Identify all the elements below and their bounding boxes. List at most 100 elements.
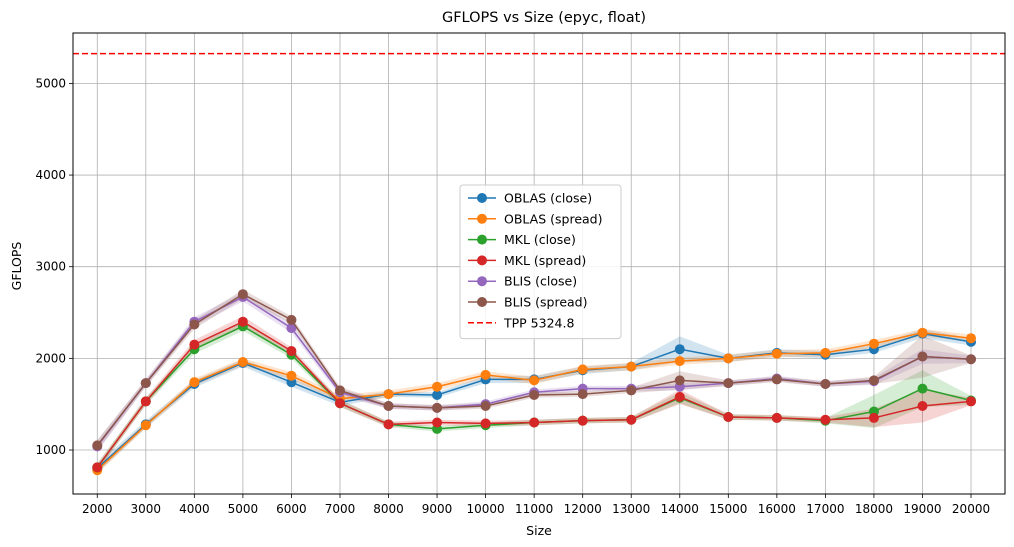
data-point [966,354,977,365]
plot-frame [72,32,1006,495]
x-tick-label: 13000 [612,502,650,516]
data-point [383,401,394,412]
data-point [432,402,443,413]
data-point [286,346,297,357]
legend-label: BLIS (spread) [504,295,587,310]
x-tick-label: 3000 [131,502,162,516]
data-point [674,391,685,402]
data-point [286,370,297,381]
data-point [237,357,248,368]
data-point [577,415,588,426]
data-point [480,369,491,380]
data-point [529,417,540,428]
series-lines [92,289,977,476]
x-tick-label: 14000 [661,502,699,516]
data-point [917,383,928,394]
chart-title: GFLOPS vs Size (epyc, float) [442,10,646,26]
legend-marker [477,276,487,287]
data-point [432,417,443,428]
data-point [383,389,394,400]
data-point [383,419,394,430]
x-tick-label: 15000 [709,502,747,516]
data-point [723,378,734,389]
data-point [868,375,879,386]
data-point [480,401,491,412]
data-point [868,338,879,349]
data-point [189,339,200,350]
data-point [723,353,734,364]
data-point [674,344,685,355]
data-point [480,418,491,429]
data-point [820,414,831,425]
data-point [966,396,977,407]
legend-marker [477,297,487,307]
data-point [577,364,588,375]
x-tick-label: 5000 [228,502,259,516]
data-point [966,333,977,344]
data-point [626,361,637,372]
x-tick-label: 19000 [903,502,941,516]
data-point [92,462,103,473]
legend: OBLAS (close) OBLAS (spread) MKL (close) MK… [459,184,622,340]
y-tick-label: 2000 [35,351,66,365]
series-band-1 [97,329,972,474]
data-point [626,414,637,425]
data-point [771,412,782,423]
legend-marker [477,213,487,224]
x-tick-label: 10000 [467,502,505,516]
legend-marker [477,255,487,266]
data-point [286,314,297,325]
data-point [334,385,345,396]
data-point [140,420,151,431]
data-point [189,319,200,330]
x-tick-label: 2000 [82,502,113,516]
x-tick-label: 18000 [855,502,893,516]
legend-label: BLIS (close) [504,274,577,289]
data-point [529,375,540,386]
data-point [723,412,734,423]
data-point [820,347,831,358]
x-tick-label: 12000 [564,502,602,516]
series-band-0 [97,329,972,473]
data-point [771,374,782,385]
x-tick-label: 8000 [373,502,404,516]
data-point [432,390,443,401]
data-point [626,385,637,396]
data-point [674,356,685,367]
data-point [432,381,443,392]
data-point [92,440,103,451]
data-point [771,348,782,359]
data-point [917,327,928,338]
data-point [140,396,151,407]
data-point [917,351,928,362]
data-point [917,401,928,412]
legend-marker [477,193,487,203]
x-axis: 2000 3000 4000 5000 6000 7000 8000 9000 10000 110… [82,494,990,516]
y-tick-label: 1000 [35,443,66,457]
legend-label: OBLAS (spread) [504,211,602,226]
data-point [237,316,248,327]
data-point [674,375,685,386]
data-point [286,323,297,334]
x-tick-label: 16000 [758,502,796,516]
x-tick-label: 9000 [422,502,453,516]
legend-label: MKL (spread) [504,253,586,268]
legend-marker [477,234,487,245]
legend-label: OBLAS (close) [504,191,592,206]
legend-box [459,184,622,340]
x-tick-label: 11000 [515,502,553,516]
data-point [868,412,879,423]
y-tick-label: 5000 [35,76,66,90]
data-point [237,289,248,300]
x-tick-label: 7000 [325,502,356,516]
y-tick-label: 3000 [35,260,66,274]
legend-label: MKL (close) [504,232,576,247]
y-tick-label: 4000 [35,168,66,182]
x-tick-label: 17000 [806,502,844,516]
data-point [189,377,200,388]
x-tick-label: 20000 [952,502,990,516]
data-point [820,379,831,390]
data-point [140,378,151,389]
x-tick-label: 4000 [179,502,210,516]
